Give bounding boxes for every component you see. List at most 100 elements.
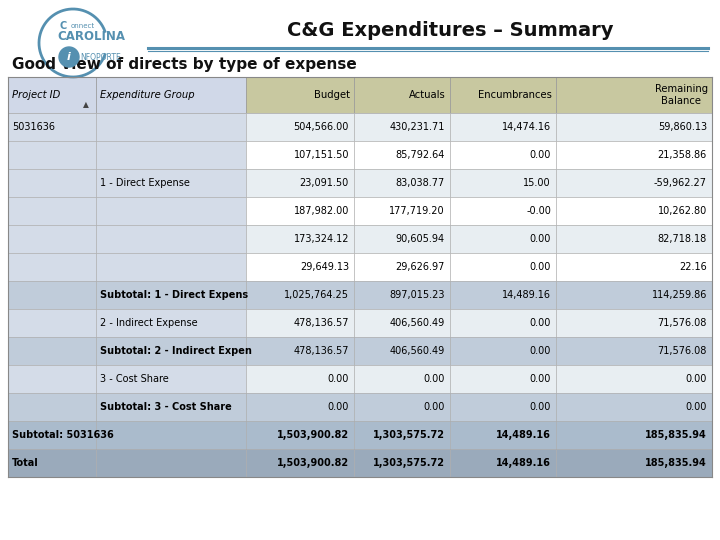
Bar: [8, 197, 96, 225]
Text: 187,982.00: 187,982.00: [294, 206, 349, 216]
Text: 1,303,575.72: 1,303,575.72: [373, 458, 445, 468]
Bar: [450, 309, 556, 337]
Text: 406,560.49: 406,560.49: [390, 346, 445, 356]
Text: -59,962.27: -59,962.27: [654, 178, 707, 188]
Bar: [450, 253, 556, 281]
Bar: [556, 141, 712, 169]
Text: 85,792.64: 85,792.64: [395, 150, 445, 160]
Text: 2 - Indirect Expense: 2 - Indirect Expense: [100, 318, 197, 328]
Bar: [556, 337, 712, 365]
Bar: [556, 281, 712, 309]
Bar: [354, 225, 450, 253]
Bar: [556, 113, 712, 141]
Text: 430,231.71: 430,231.71: [390, 122, 445, 132]
Bar: [556, 253, 712, 281]
Bar: [354, 365, 450, 393]
Bar: [354, 337, 450, 365]
Bar: [246, 281, 354, 309]
Text: onnect: onnect: [71, 23, 95, 29]
Bar: [96, 169, 246, 197]
Bar: [96, 337, 246, 365]
Text: 504,566.00: 504,566.00: [294, 122, 349, 132]
Text: 1,303,575.72: 1,303,575.72: [373, 430, 445, 440]
Bar: [450, 141, 556, 169]
Bar: [450, 337, 556, 365]
Bar: [556, 225, 712, 253]
Bar: [556, 365, 712, 393]
Bar: [450, 77, 556, 113]
Bar: [450, 421, 556, 449]
Bar: [246, 449, 354, 477]
Text: 0.00: 0.00: [530, 150, 551, 160]
Bar: [96, 141, 246, 169]
Text: 185,835.94: 185,835.94: [645, 458, 707, 468]
Bar: [8, 309, 96, 337]
Bar: [8, 393, 96, 421]
Bar: [354, 309, 450, 337]
Text: 14,489.16: 14,489.16: [502, 290, 551, 300]
Bar: [246, 393, 354, 421]
Text: 478,136.57: 478,136.57: [294, 318, 349, 328]
Bar: [8, 337, 96, 365]
Bar: [354, 449, 450, 477]
Bar: [354, 77, 450, 113]
Bar: [96, 365, 246, 393]
Bar: [246, 197, 354, 225]
Bar: [354, 197, 450, 225]
Text: 1,025,764.25: 1,025,764.25: [284, 290, 349, 300]
Text: 185,835.94: 185,835.94: [645, 430, 707, 440]
Text: Budget: Budget: [314, 90, 350, 100]
Bar: [556, 309, 712, 337]
Text: Good view of directs by type of expense: Good view of directs by type of expense: [12, 57, 356, 71]
Text: 21,358.86: 21,358.86: [658, 150, 707, 160]
Text: 0.00: 0.00: [685, 402, 707, 412]
Circle shape: [37, 7, 109, 79]
Bar: [96, 449, 246, 477]
Bar: [556, 169, 712, 197]
Text: Subtotal: 1 - Direct Expens: Subtotal: 1 - Direct Expens: [100, 290, 248, 300]
Text: Subtotal: 2 - Indirect Expen: Subtotal: 2 - Indirect Expen: [100, 346, 252, 356]
Text: 10,262.80: 10,262.80: [658, 206, 707, 216]
Bar: [556, 421, 712, 449]
Bar: [96, 421, 246, 449]
Text: 14,489.16: 14,489.16: [496, 458, 551, 468]
Text: 14,489.16: 14,489.16: [496, 430, 551, 440]
Bar: [96, 393, 246, 421]
Bar: [96, 77, 246, 113]
Bar: [556, 449, 712, 477]
Bar: [246, 113, 354, 141]
Bar: [354, 393, 450, 421]
Bar: [246, 309, 354, 337]
Text: 71,576.08: 71,576.08: [657, 346, 707, 356]
Bar: [354, 141, 450, 169]
Bar: [8, 113, 96, 141]
Bar: [354, 113, 450, 141]
Bar: [8, 225, 96, 253]
Bar: [246, 253, 354, 281]
Text: Subtotal: 5031636: Subtotal: 5031636: [12, 430, 114, 440]
Text: 15.00: 15.00: [523, 178, 551, 188]
Bar: [354, 421, 450, 449]
Bar: [246, 225, 354, 253]
Text: NFOPORTE: NFOPORTE: [80, 52, 121, 62]
Text: 0.00: 0.00: [530, 402, 551, 412]
Text: 83,038.77: 83,038.77: [396, 178, 445, 188]
Text: Remaining
Balance: Remaining Balance: [655, 84, 708, 106]
Bar: [246, 77, 354, 113]
Text: C: C: [59, 21, 66, 31]
Text: 0.00: 0.00: [423, 374, 445, 384]
Text: 0.00: 0.00: [530, 262, 551, 272]
Text: 1,503,900.82: 1,503,900.82: [277, 430, 349, 440]
Bar: [8, 421, 96, 449]
Bar: [450, 449, 556, 477]
Text: 0.00: 0.00: [423, 402, 445, 412]
Text: 406,560.49: 406,560.49: [390, 318, 445, 328]
Text: 29,626.97: 29,626.97: [395, 262, 445, 272]
Bar: [96, 225, 246, 253]
Text: 0.00: 0.00: [530, 374, 551, 384]
Bar: [96, 281, 246, 309]
Text: i: i: [67, 52, 71, 62]
Bar: [450, 281, 556, 309]
Text: 1,503,900.82: 1,503,900.82: [277, 458, 349, 468]
Bar: [8, 253, 96, 281]
